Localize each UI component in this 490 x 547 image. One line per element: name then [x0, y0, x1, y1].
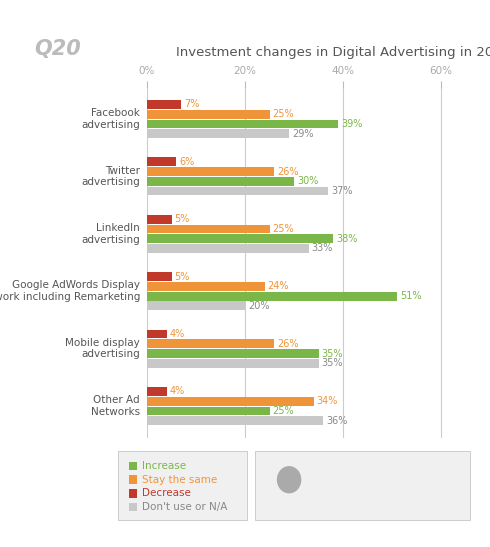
Text: 29%: 29%	[292, 129, 314, 139]
Text: Insights: Insights	[306, 481, 344, 491]
Text: 4%: 4%	[170, 386, 185, 397]
Bar	[147, 397, 314, 405]
Text: 26%: 26%	[277, 339, 299, 349]
Text: 7%: 7%	[184, 100, 199, 109]
Text: Increase: Increase	[142, 461, 186, 471]
Bar	[147, 359, 318, 368]
Text: 5%: 5%	[174, 272, 190, 282]
Text: Decrease: Decrease	[142, 488, 191, 498]
Text: 51%: 51%	[400, 291, 421, 301]
Text: 5%: 5%	[174, 214, 190, 224]
Text: 36%: 36%	[326, 416, 348, 426]
Text: 25%: 25%	[272, 406, 294, 416]
Bar	[147, 272, 172, 281]
Bar	[147, 158, 176, 166]
Bar	[147, 416, 323, 425]
Bar	[147, 100, 181, 109]
Bar	[147, 292, 397, 300]
Text: 20%: 20%	[248, 301, 270, 311]
Text: 39%: 39%	[341, 119, 363, 129]
Bar	[147, 225, 270, 234]
Text: 26%: 26%	[277, 167, 299, 177]
Text: 25%: 25%	[272, 109, 294, 119]
Text: TFM&A: TFM&A	[367, 472, 427, 487]
Bar	[147, 167, 274, 176]
Text: 30%: 30%	[297, 176, 318, 187]
Text: 34%: 34%	[317, 396, 338, 406]
Text: 25%: 25%	[272, 224, 294, 234]
Bar	[147, 129, 289, 138]
Text: 38%: 38%	[336, 234, 358, 244]
Text: Don't use or N/A: Don't use or N/A	[142, 502, 227, 512]
Text: www.smartinsights.com: www.smartinsights.com	[274, 508, 358, 513]
Bar	[147, 282, 265, 291]
Text: 6%: 6%	[179, 157, 195, 167]
Bar	[147, 244, 309, 253]
Bar	[147, 234, 333, 243]
Text: Investment changes in Digital Advertising in 2015: Investment changes in Digital Advertisin…	[176, 46, 490, 59]
Text: Smart: Smart	[306, 468, 336, 478]
Text: 35%: 35%	[321, 348, 343, 358]
Text: Q20: Q20	[34, 39, 81, 59]
Bar	[147, 301, 245, 310]
Bar	[147, 110, 270, 119]
Bar	[147, 387, 167, 396]
Bar	[147, 177, 294, 186]
Text: www.t-f-m.co.uk: www.t-f-m.co.uk	[368, 508, 425, 513]
Text: 24%: 24%	[268, 281, 289, 292]
Bar	[147, 215, 172, 224]
Bar	[147, 406, 270, 415]
Text: 4%: 4%	[170, 329, 185, 339]
Text: Stay the same: Stay the same	[142, 475, 217, 485]
Bar	[147, 349, 318, 358]
Bar	[147, 330, 167, 339]
Bar	[147, 187, 328, 195]
Bar	[147, 339, 274, 348]
Text: 35%: 35%	[321, 358, 343, 368]
Text: 37%: 37%	[331, 186, 353, 196]
Text: 33%: 33%	[312, 243, 333, 253]
Bar	[147, 120, 338, 129]
